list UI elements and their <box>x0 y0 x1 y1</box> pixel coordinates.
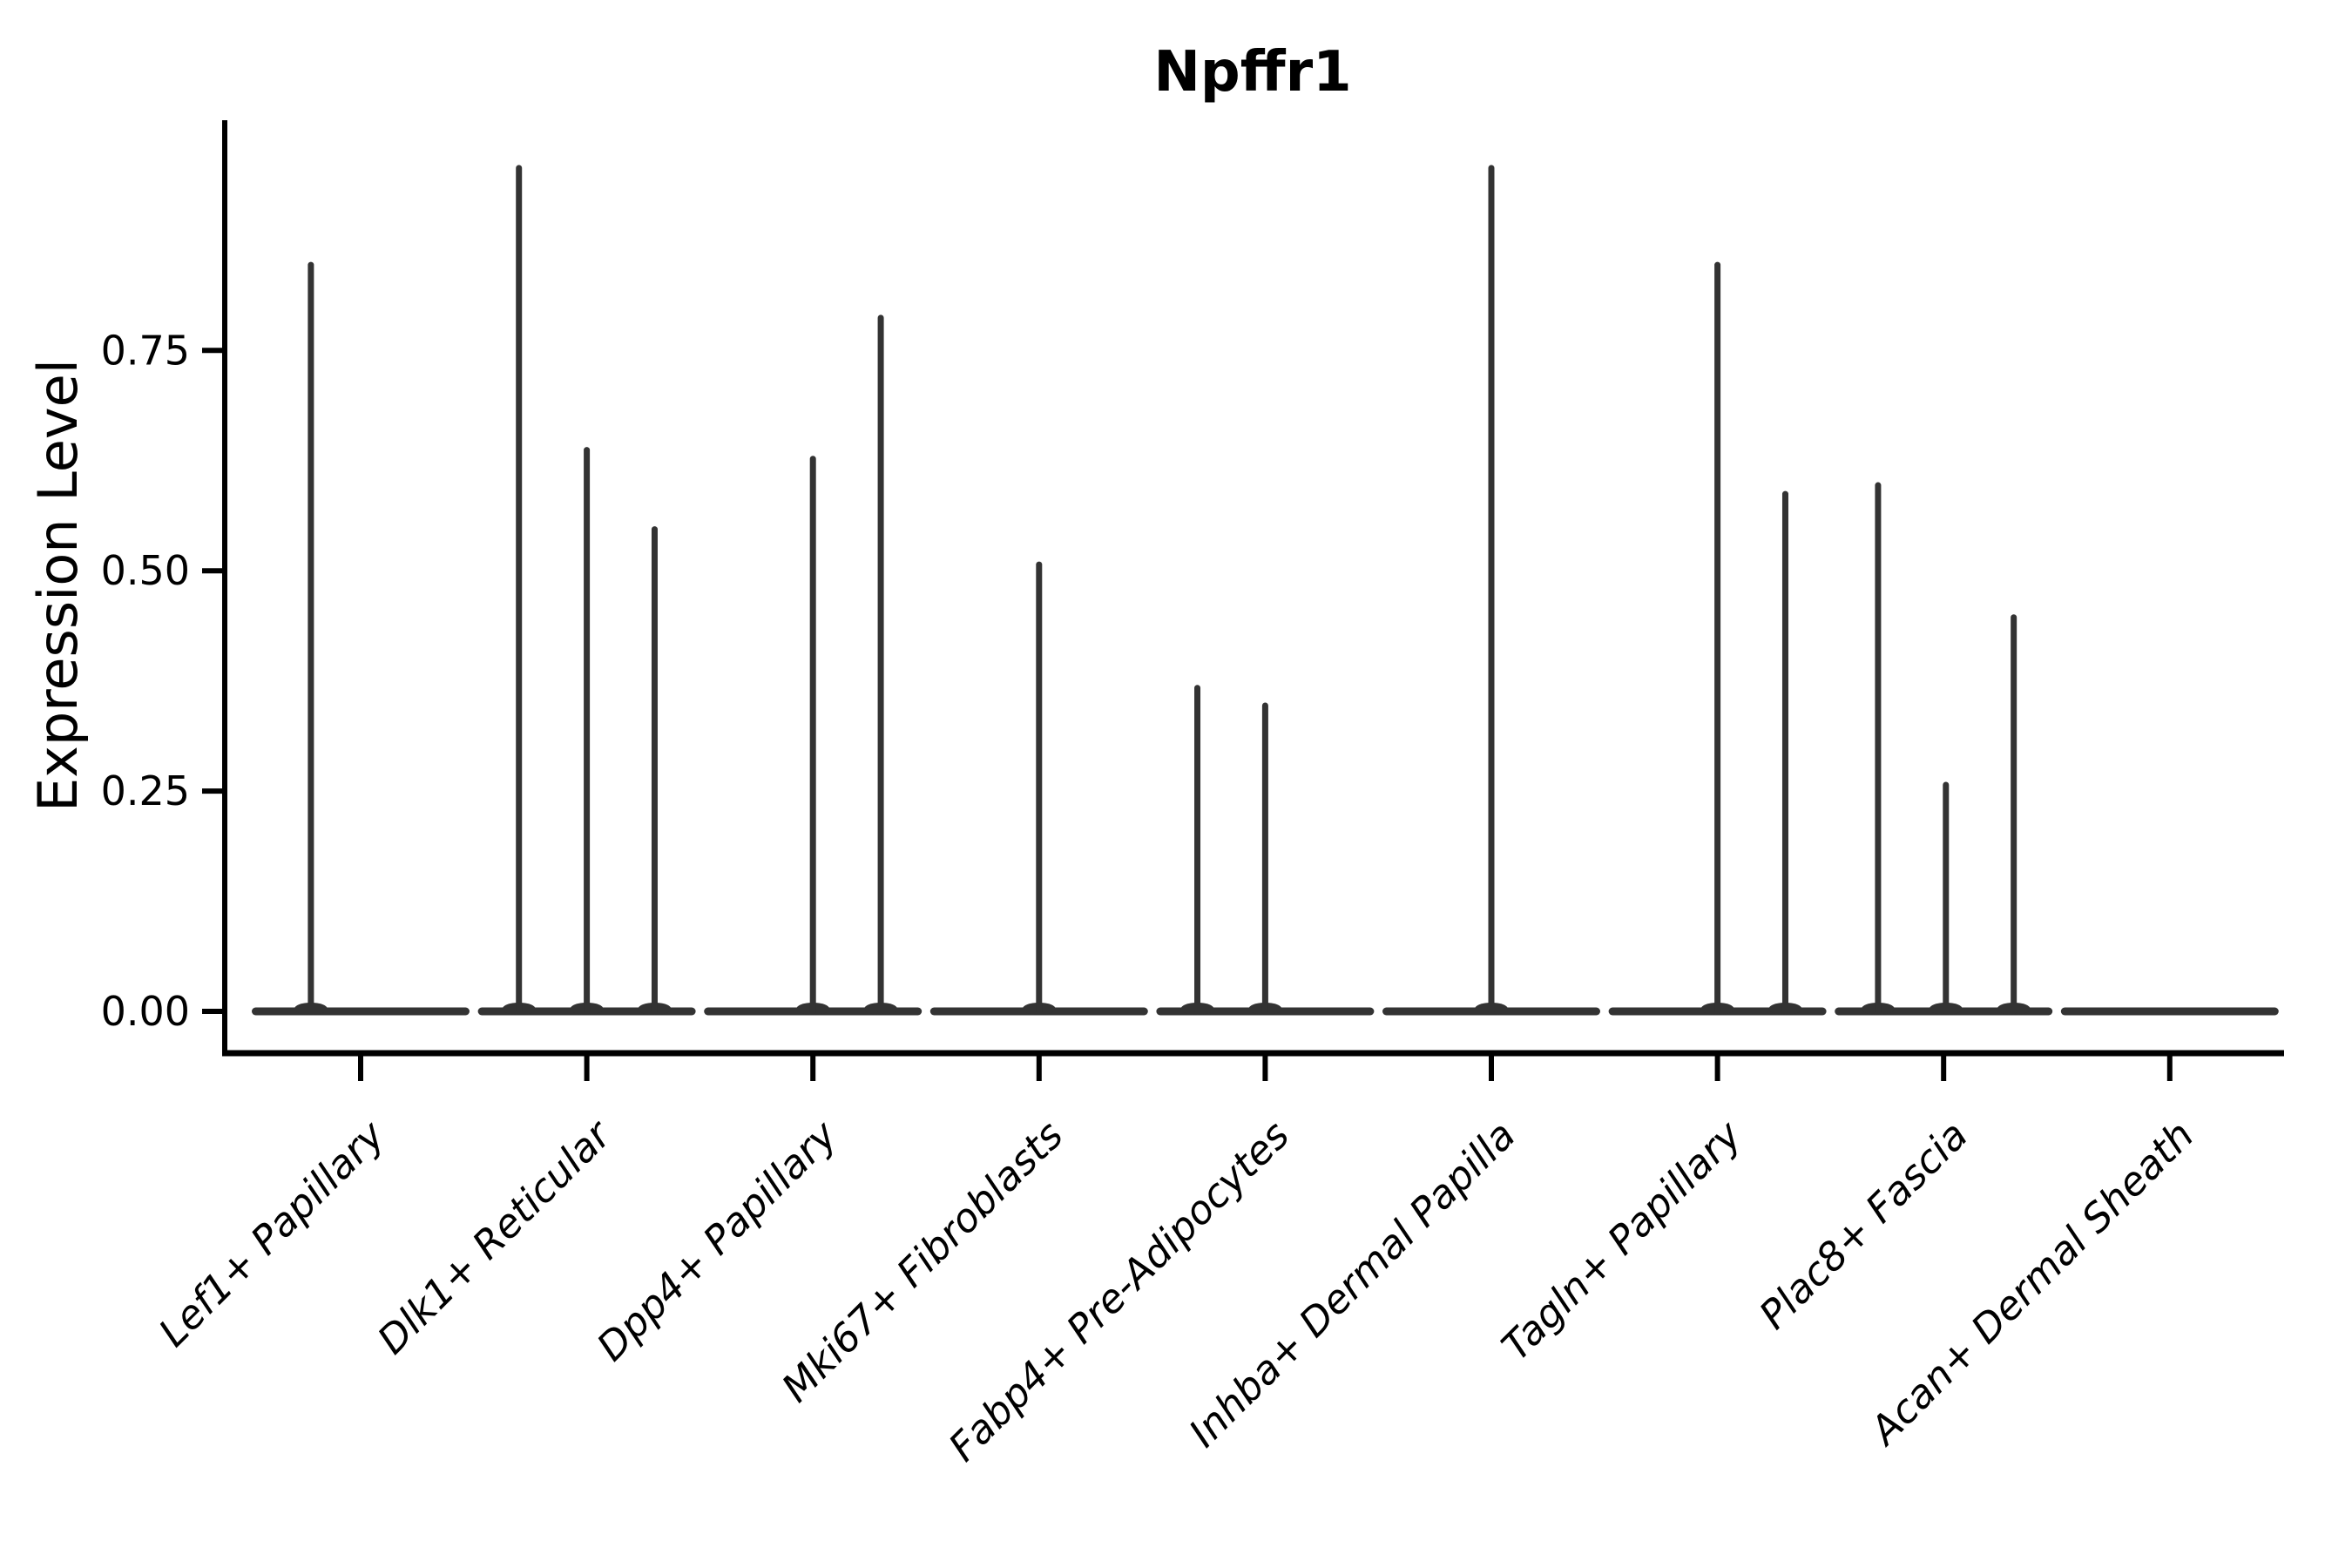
y-tick-label: 0.75 <box>101 327 190 374</box>
violins <box>252 165 2279 1016</box>
violin-8 <box>1835 482 2053 1016</box>
x-category-label: Tagln+ Papillary <box>1492 1111 1751 1369</box>
x-category-label: Dpp4+ Papillary <box>588 1111 847 1369</box>
x-category-label: Plac8+ Fascia <box>1750 1112 1977 1338</box>
violin-5 <box>1156 685 1375 1016</box>
violin-7 <box>1608 261 1827 1016</box>
violin-3 <box>704 314 923 1016</box>
y-axis-ticks: 0.00 0.25 0.50 0.75 <box>101 327 225 1035</box>
y-tick-label: 0.00 <box>101 988 190 1035</box>
violin-1 <box>252 261 470 1016</box>
y-tick-label: 0.25 <box>101 767 190 814</box>
x-category-label: Dlk1+ Reticular <box>368 1111 621 1363</box>
violin-4 <box>929 561 1148 1016</box>
violin-6 <box>1382 165 1600 1016</box>
x-category-label: Lef1+ Papillary <box>150 1111 395 1355</box>
violin-2 <box>477 165 696 1016</box>
y-tick-label: 0.50 <box>101 547 190 594</box>
y-axis-title: Expression Level <box>26 359 90 812</box>
chart-title: Npffr1 <box>1153 40 1351 105</box>
